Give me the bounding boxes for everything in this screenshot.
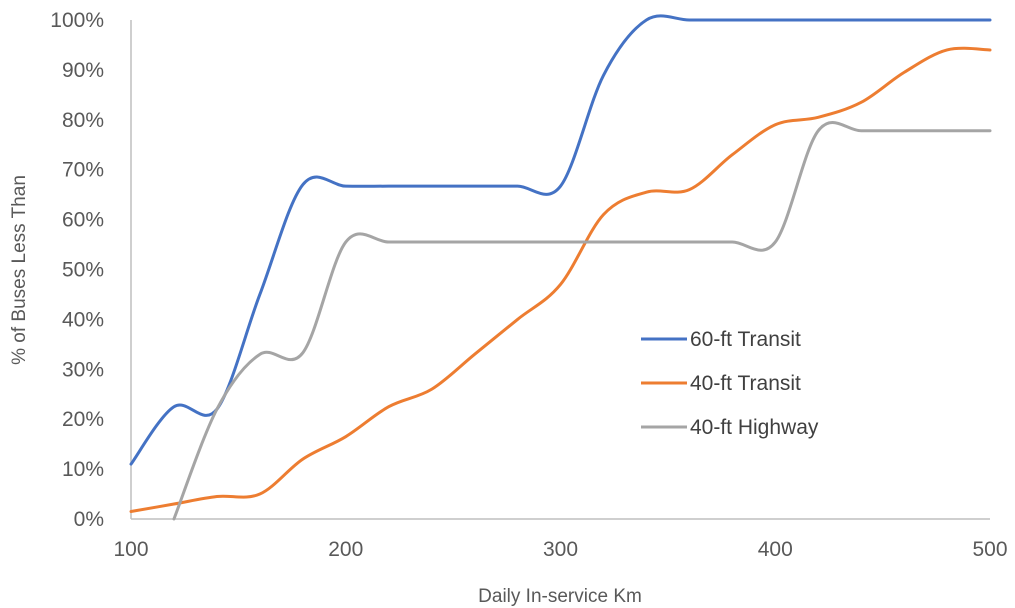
x-tick-label: 500 — [972, 538, 1007, 561]
x-axis-title: Daily In-service Km — [478, 586, 642, 607]
series-line-40-ft-highway — [172, 121, 992, 521]
y-tick-label: 0% — [74, 508, 104, 531]
x-tick-label: 300 — [543, 538, 578, 561]
x-tick-label: 100 — [113, 538, 148, 561]
y-tick-label: 50% — [62, 259, 104, 282]
x-axis-ticks: 100 200 300 400 500 — [113, 538, 1007, 561]
legend-label: 40-ft Highway — [690, 416, 819, 439]
y-tick-label: 30% — [62, 358, 104, 381]
y-axis-ticks: 0% 10% 20% 30% 40% 50% 60% 70% 80% 90% 100% — [50, 9, 104, 531]
y-tick-label: 100% — [50, 9, 104, 32]
x-tick-label: 200 — [328, 538, 363, 561]
y-tick-label: 60% — [62, 209, 104, 232]
x-tick-label: 400 — [758, 538, 793, 561]
y-tick-label: 20% — [62, 408, 104, 431]
legend: 60-ft Transit 40-ft Transit 40-ft Highway — [641, 328, 819, 439]
y-tick-label: 40% — [62, 308, 104, 331]
legend-label: 60-ft Transit — [690, 328, 801, 351]
series-line-60-ft-transit — [129, 14, 992, 466]
y-axis-title: % of Buses Less Than — [9, 175, 30, 365]
y-tick-label: 70% — [62, 159, 104, 182]
y-tick-label: 80% — [62, 109, 104, 132]
series-line-40-ft-transit — [129, 46, 992, 514]
series-lines — [129, 14, 992, 521]
y-tick-label: 10% — [62, 458, 104, 481]
legend-label: 40-ft Transit — [690, 372, 801, 395]
y-tick-label: 90% — [62, 59, 104, 82]
